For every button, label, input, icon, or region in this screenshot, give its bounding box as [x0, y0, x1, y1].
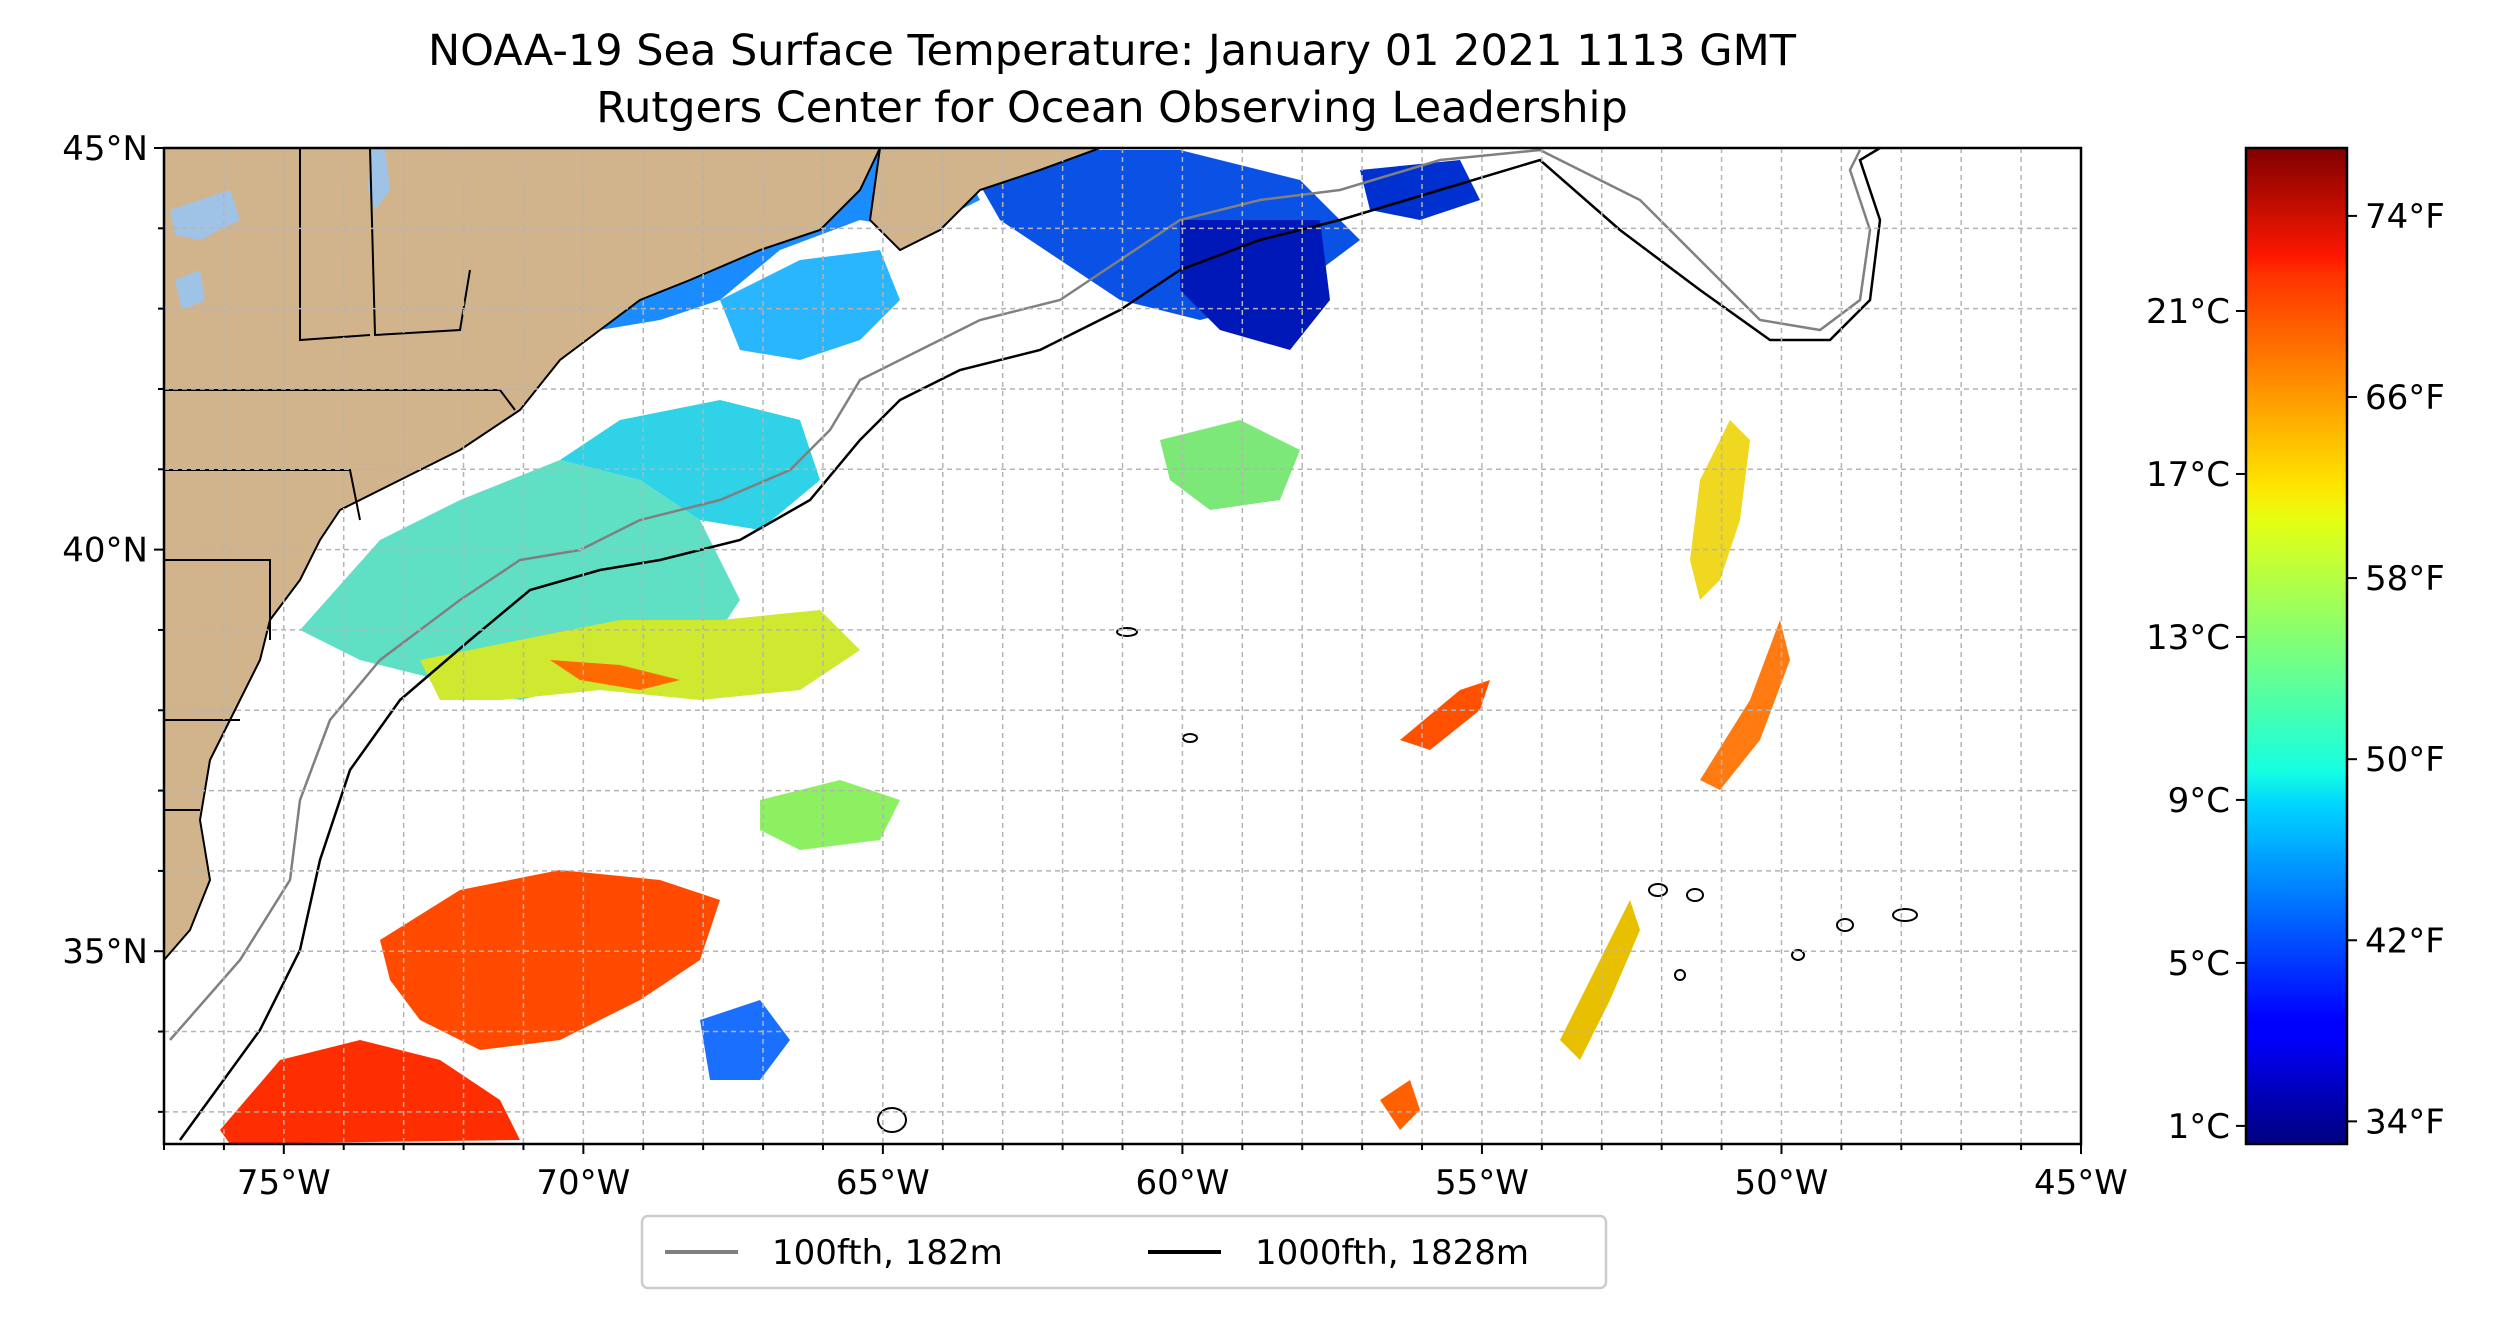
sst-patch-mid-green	[1160, 420, 1300, 510]
sst-patch-warm-filament	[550, 660, 680, 690]
state-boundary-5	[164, 559, 271, 640]
sst-patch-yellow-column	[1690, 420, 1750, 600]
colorbar-fahrenheit-label: 74°F	[2365, 197, 2445, 237]
sst-patch-far-south-orange	[1380, 1080, 1420, 1130]
seamount-1	[1116, 627, 1138, 637]
colorbar-fahrenheit-label: 50°F	[2365, 740, 2445, 780]
seamount-8	[1674, 969, 1686, 981]
colorbar-fahrenheit-label: 66°F	[2365, 378, 2445, 418]
latitude-tick-label: 40°N	[62, 531, 148, 571]
lake-layer	[170, 150, 390, 310]
seamount-3	[1648, 883, 1668, 897]
longitude-tick-label: 70°W	[536, 1163, 630, 1203]
seamount-6	[1892, 908, 1918, 922]
sst-patch-warm-strip-1	[1400, 680, 1490, 750]
colorbar: 1°C 5°C 9°C 13°C 17°C 21°C 34°F 42°F 50°F 58°F 66…	[2146, 146, 2445, 1147]
longitude-labels: 75°W 70°W 65°W 60°W 55°W 50°W 45°W	[237, 1163, 2128, 1203]
longitude-tick-label: 50°W	[1735, 1163, 1829, 1203]
state-boundaries	[164, 148, 516, 811]
latitude-tick-label: 35°N	[62, 932, 148, 972]
legend-label-100fth: 100fth, 182m	[772, 1233, 1003, 1273]
colorbar-celsius-label: 5°C	[2168, 944, 2230, 984]
axis-ticks	[154, 147, 2082, 1154]
colorbar-celsius-label: 9°C	[2168, 781, 2230, 821]
seamount-2	[1182, 733, 1198, 743]
sst-data-layer	[220, 150, 1790, 1144]
lake-shape-3	[175, 270, 205, 310]
state-boundary-3	[164, 389, 516, 411]
colorbar-fahrenheit-label: 34°F	[2365, 1102, 2445, 1142]
sst-patch-green-spots	[760, 780, 900, 850]
sst-patch-south-warm-1	[380, 870, 720, 1050]
legend-frame	[640, 1214, 1608, 1290]
sst-patch-gulf-stream-north	[420, 610, 860, 700]
colorbar-celsius-label: 13°C	[2146, 618, 2230, 658]
seamount-4	[1686, 888, 1704, 902]
contour-100fth	[169, 148, 1872, 1041]
lake-shape-1	[170, 190, 240, 240]
sst-patch-east-strips	[1560, 900, 1640, 1060]
seamount-9	[877, 1107, 907, 1133]
colorbar-celsius-label: 1°C	[2168, 1107, 2230, 1147]
seamount-contours	[877, 627, 1918, 1133]
figure-title-line2: Rutgers Center for Ocean Observing Leade…	[596, 83, 1628, 133]
colorbar-celsius-label: 21°C	[2146, 292, 2230, 332]
sst-patch-georges-bank	[720, 250, 900, 360]
colorbar-gradient	[2244, 146, 2349, 1146]
longitude-tick-label: 55°W	[1435, 1163, 1529, 1203]
latitude-labels: 45°N 40°N 35°N	[62, 129, 148, 972]
sst-patch-shelf-break	[560, 400, 820, 530]
colorbar-celsius-ticks: 1°C 5°C 9°C 13°C 17°C 21°C	[2146, 292, 2246, 1147]
grid-lines	[164, 148, 2081, 1144]
figure-title-line1: NOAA-19 Sea Surface Temperature: January…	[428, 26, 1797, 76]
bathymetry-contours	[169, 148, 1882, 1141]
state-boundary-2	[369, 148, 471, 337]
colorbar-fahrenheit-ticks: 34°F 42°F 50°F 58°F 66°F 74°F	[2347, 197, 2445, 1142]
latitude-tick-label: 45°N	[62, 129, 148, 169]
longitude-tick-label: 45°W	[2034, 1163, 2128, 1203]
sst-patch-deep-blue	[1180, 220, 1330, 350]
legend: 100fth, 182m 1000fth, 1828m	[640, 1214, 1608, 1290]
seamount-5	[1836, 918, 1854, 932]
state-boundary-4	[164, 469, 361, 521]
lake-shape-2	[368, 150, 390, 210]
sst-patch-warm-strip-2	[1700, 620, 1790, 790]
seamount-7	[1791, 949, 1805, 961]
colorbar-fahrenheit-label: 58°F	[2365, 559, 2445, 599]
colorbar-celsius-label: 17°C	[2146, 455, 2230, 495]
longitude-tick-label: 75°W	[237, 1163, 331, 1203]
longitude-tick-label: 60°W	[1135, 1163, 1229, 1203]
land-nova-scotia	[868, 148, 1101, 252]
sst-patch-south-warm-2	[220, 1040, 520, 1144]
colorbar-fahrenheit-label: 42°F	[2365, 921, 2445, 961]
sst-patch-blue-spots	[700, 1000, 790, 1080]
contour-1000fth	[178, 148, 1882, 1141]
map-panel: 45°N 40°N 35°N 75°W 70°W 65°W 60°W 55°W 50°W 45°…	[62, 129, 2128, 1203]
legend-label-1000fth: 1000fth, 1828m	[1255, 1233, 1529, 1273]
state-boundary-1	[299, 148, 371, 342]
longitude-tick-label: 65°W	[836, 1163, 930, 1203]
